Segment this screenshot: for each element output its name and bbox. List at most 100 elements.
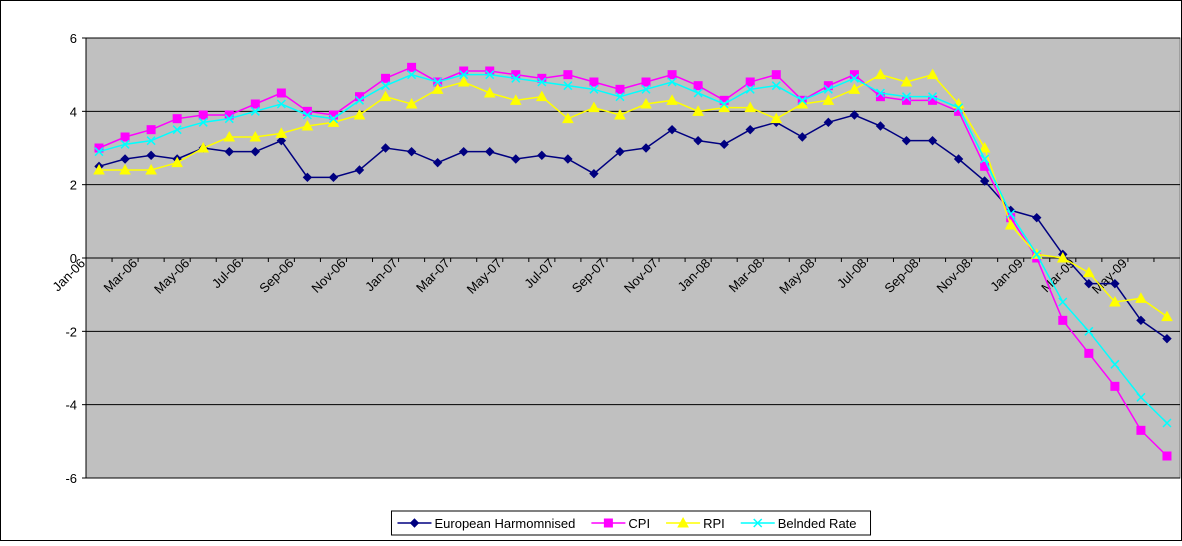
marker — [433, 77, 443, 87]
series-line — [99, 73, 1168, 318]
marker — [1136, 392, 1146, 402]
marker — [276, 99, 286, 109]
marker — [677, 516, 689, 528]
marker — [354, 95, 365, 105]
marker — [744, 101, 757, 113]
marker — [407, 70, 417, 80]
legend-label: European Harmomnised — [434, 516, 575, 531]
marker — [1058, 297, 1068, 307]
y-tick-label: -6 — [65, 471, 77, 486]
marker — [980, 154, 990, 164]
marker — [667, 124, 677, 135]
legend-label: CPI — [628, 516, 650, 531]
marker — [1136, 315, 1146, 326]
marker — [563, 154, 573, 164]
marker — [354, 165, 365, 175]
marker — [667, 77, 677, 87]
marker — [407, 62, 417, 72]
marker — [745, 124, 755, 135]
marker — [1135, 292, 1147, 303]
marker — [459, 70, 469, 80]
marker — [146, 125, 156, 135]
marker — [511, 73, 521, 83]
marker — [901, 135, 912, 146]
marker — [719, 99, 729, 109]
y-tick-label: -4 — [65, 398, 77, 413]
marker — [822, 94, 835, 105]
marker — [692, 105, 704, 116]
marker — [641, 84, 651, 94]
marker — [328, 114, 338, 124]
marker — [276, 88, 286, 98]
marker — [1110, 278, 1120, 289]
marker — [145, 163, 157, 175]
marker — [927, 135, 938, 146]
marker — [615, 146, 625, 157]
marker — [615, 92, 625, 102]
marker — [537, 150, 547, 161]
legend-box — [390, 510, 872, 536]
marker — [250, 106, 260, 116]
marker — [563, 70, 573, 80]
marker — [603, 518, 613, 528]
series-line — [98, 114, 1168, 340]
marker — [171, 156, 184, 168]
marker — [823, 84, 833, 94]
marker — [849, 110, 860, 120]
marker — [511, 154, 521, 164]
marker — [172, 125, 182, 135]
marker — [614, 108, 626, 120]
marker — [771, 81, 781, 91]
marker — [1032, 212, 1042, 223]
marker — [535, 90, 548, 102]
marker — [458, 146, 469, 157]
marker — [563, 81, 573, 91]
marker — [120, 139, 130, 149]
marker — [249, 130, 262, 142]
marker — [928, 92, 938, 102]
marker — [693, 135, 703, 146]
marker — [328, 172, 339, 183]
marker — [770, 112, 783, 124]
marker — [901, 92, 912, 102]
y-tick-label: -2 — [65, 324, 77, 339]
marker — [353, 108, 366, 120]
marker — [640, 97, 652, 109]
marker — [198, 117, 208, 127]
marker — [120, 154, 130, 164]
marker — [693, 88, 703, 98]
marker — [1162, 451, 1172, 461]
y-tick-label: 2 — [70, 178, 77, 193]
marker — [771, 70, 781, 80]
marker — [379, 90, 392, 102]
marker — [1110, 381, 1120, 391]
marker — [875, 121, 886, 131]
marker — [302, 172, 313, 183]
marker — [589, 77, 599, 87]
marker — [94, 147, 104, 157]
marker — [120, 132, 130, 142]
marker — [1084, 348, 1094, 358]
marker — [146, 150, 156, 161]
marker — [1162, 333, 1172, 344]
marker — [509, 94, 522, 105]
marker — [848, 83, 861, 94]
marker — [926, 68, 939, 80]
marker — [978, 141, 991, 153]
marker — [1006, 209, 1016, 219]
marker — [537, 77, 547, 87]
marker — [93, 163, 105, 175]
marker — [224, 114, 234, 124]
marker — [588, 101, 600, 113]
legend-label: Belnded Rate — [778, 516, 857, 531]
marker — [615, 84, 625, 94]
marker — [431, 83, 444, 94]
marker — [954, 103, 964, 113]
marker — [1110, 359, 1120, 369]
marker — [485, 146, 495, 157]
marker — [485, 70, 495, 80]
marker — [1058, 315, 1068, 325]
marker — [381, 81, 391, 91]
marker — [745, 77, 755, 87]
